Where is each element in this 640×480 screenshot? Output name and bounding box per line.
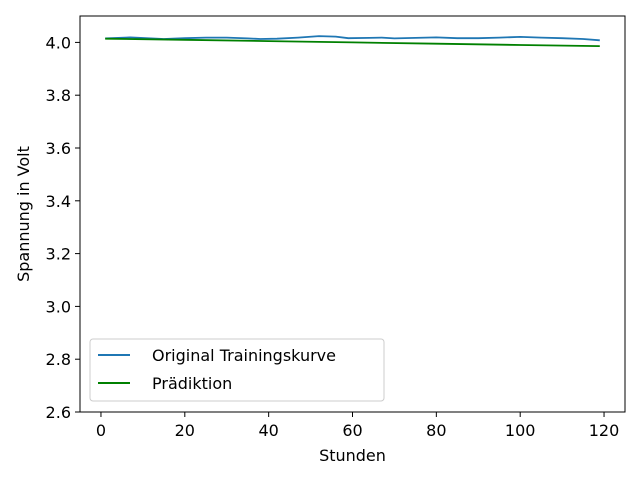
x-tick-label: 120 (589, 421, 620, 440)
y-tick-label: 2.6 (46, 403, 71, 422)
x-tick-label: 80 (426, 421, 446, 440)
x-tick-label: 20 (175, 421, 195, 440)
series-line-1 (105, 35, 600, 42)
y-tick-label: 3.6 (46, 139, 71, 158)
legend-box (89, 338, 385, 402)
legend: Original Trainingskurve Prädiktion (89, 338, 385, 402)
y-tick-label: 3.0 (46, 297, 71, 316)
legend-entry: Prädiktion (152, 374, 232, 393)
x-tick-label: 100 (505, 421, 536, 440)
x-tick-label: 60 (342, 421, 362, 440)
series-layer (105, 35, 600, 47)
y-tick-label: 2.8 (46, 350, 71, 369)
x-tick-label: 0 (96, 421, 106, 440)
legend-entry: Original Trainingskurve (152, 346, 336, 365)
plot-area: 0 20 40 60 80 100 120 2.6 2.8 3.0 3.2 3.4 3.6 3.8 4.0 (46, 15, 626, 440)
x-axis-label: Stunden (319, 446, 386, 465)
y-tick-label: 3.4 (46, 192, 71, 211)
y-tick-label: 3.2 (46, 245, 71, 264)
y-axis-label: Spannung in Volt (14, 146, 33, 282)
x-tick-label: 40 (258, 421, 278, 440)
series-line-2 (105, 37, 600, 47)
y-tick-label: 3.8 (46, 86, 71, 105)
y-tick-label: 4.0 (46, 33, 71, 52)
